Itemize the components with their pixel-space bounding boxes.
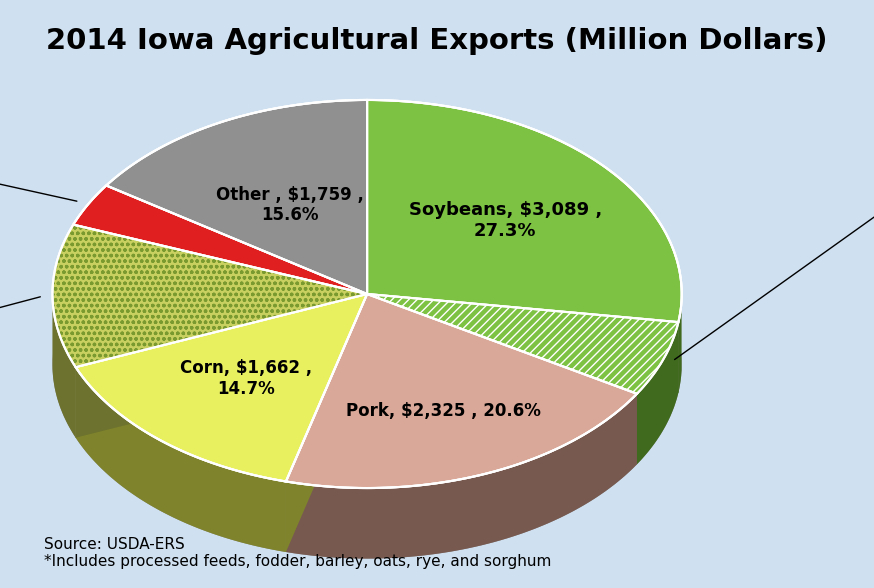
Text: Beef and Veal,  $410 ,
3.6%: Beef and Veal, $410 , 3.6%: [0, 103, 77, 201]
Text: Corn, $1,662 ,
14.7%: Corn, $1,662 , 14.7%: [180, 359, 313, 398]
Polygon shape: [367, 100, 682, 322]
Polygon shape: [76, 294, 367, 437]
Polygon shape: [286, 294, 367, 552]
Text: 2014 Iowa Agricultural Exports (Million Dollars): 2014 Iowa Agricultural Exports (Million …: [46, 27, 828, 55]
Text: Other , $1,759 ,
15.6%: Other , $1,759 , 15.6%: [217, 185, 364, 224]
Polygon shape: [678, 300, 682, 393]
Polygon shape: [76, 294, 367, 437]
Text: Pork, $2,325 , 20.6%: Pork, $2,325 , 20.6%: [346, 402, 541, 420]
Polygon shape: [52, 295, 76, 437]
Polygon shape: [367, 294, 637, 465]
Polygon shape: [76, 367, 286, 552]
Polygon shape: [286, 394, 637, 559]
Polygon shape: [52, 225, 367, 367]
Polygon shape: [76, 294, 367, 482]
Polygon shape: [286, 294, 637, 488]
Text: Feeds and other
feed grains *,
$1,354 , 12.0%: Feeds and other feed grains *, $1,354 , …: [0, 297, 40, 406]
Text: Source: USDA-ERS
*Includes processed feeds, fodder, barley, oats, rye, and sorgh: Source: USDA-ERS *Includes processed fee…: [44, 536, 551, 569]
Polygon shape: [367, 294, 637, 465]
Polygon shape: [367, 294, 678, 393]
Polygon shape: [637, 322, 678, 465]
Polygon shape: [367, 294, 678, 393]
Polygon shape: [367, 294, 678, 394]
Polygon shape: [73, 185, 367, 294]
Polygon shape: [107, 100, 367, 294]
Text: Soybeans, $3,089 ,
27.3%: Soybeans, $3,089 , 27.3%: [408, 201, 602, 240]
Polygon shape: [286, 294, 367, 552]
Ellipse shape: [52, 171, 682, 559]
Text: Soybean meal,  $710 ,
6.3%: Soybean meal, $710 , 6.3%: [675, 98, 874, 359]
